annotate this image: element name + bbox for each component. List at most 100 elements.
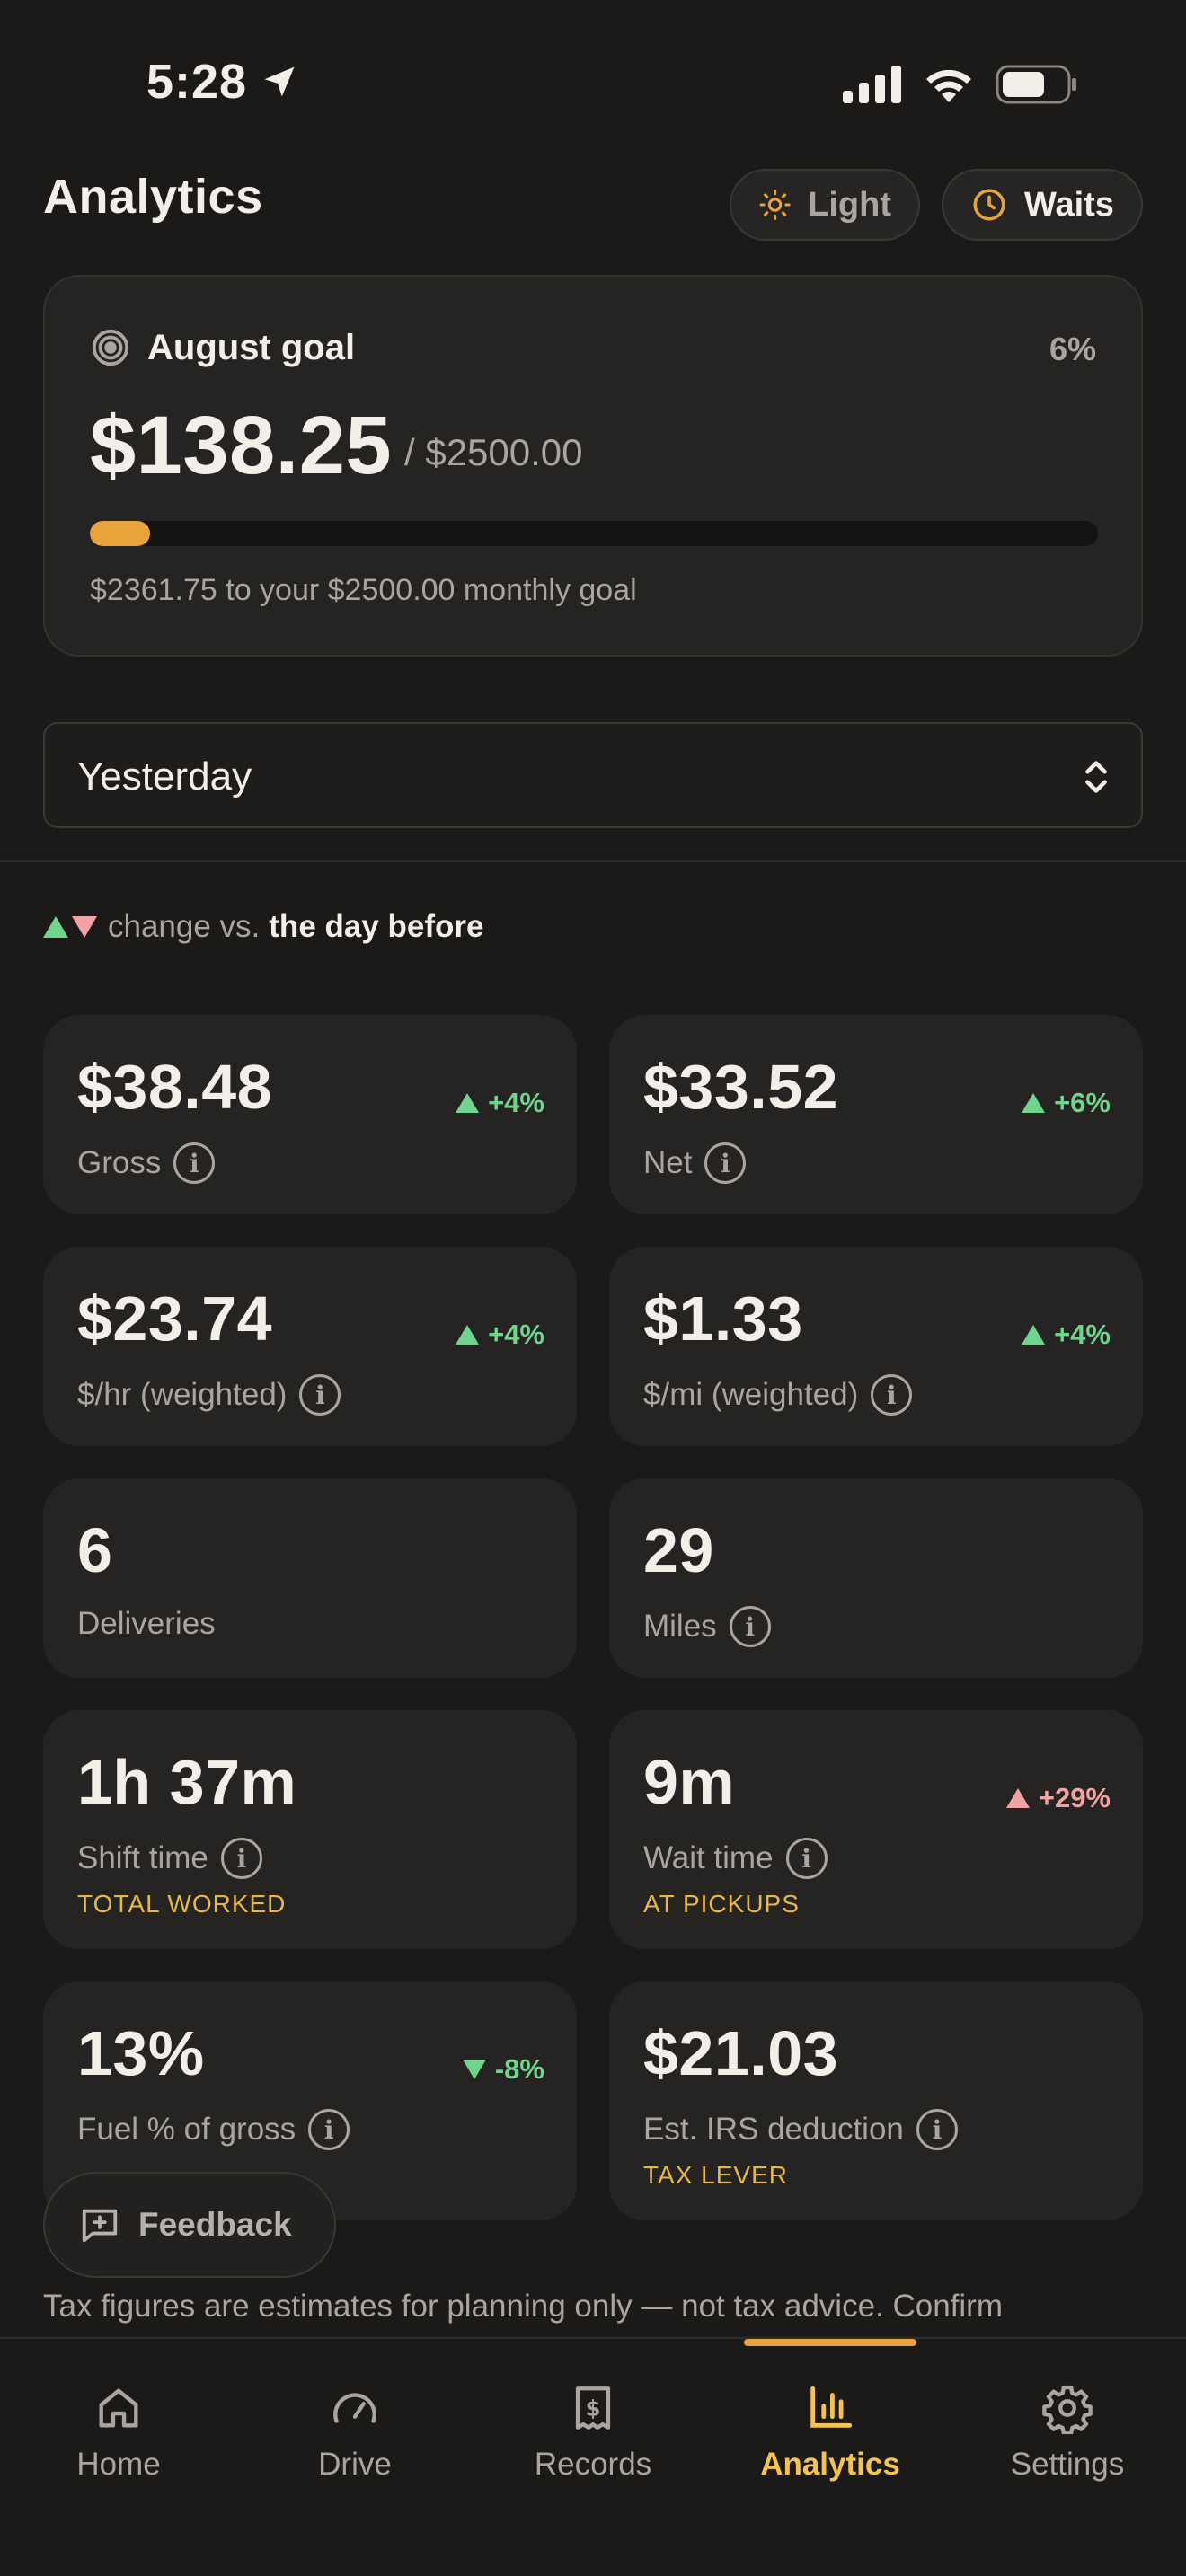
battery-icon	[996, 65, 1076, 104]
up-triangle-icon	[456, 1325, 480, 1345]
light-mode-button[interactable]: Light	[730, 169, 920, 241]
stat-label: Miles i	[643, 1606, 771, 1647]
stat-delta: +6%	[1022, 1087, 1111, 1119]
up-triangle-icon	[1005, 1788, 1030, 1808]
feedback-button[interactable]: Feedback	[43, 2172, 336, 2278]
goal-percent: 6%	[1049, 331, 1096, 367]
goal-title: August goal	[147, 327, 356, 367]
stat-value: $33.52	[643, 1052, 839, 1122]
bar-chart-icon	[810, 2386, 853, 2428]
target-icon	[92, 329, 129, 366]
wifi-icon	[926, 69, 971, 102]
page-title: Analytics	[43, 170, 263, 224]
nav-records-label: Records	[534, 2447, 652, 2482]
stat-delta: +29%	[1005, 1782, 1111, 1814]
feedback-message-plus-icon	[82, 2209, 118, 2243]
receipt-icon: $	[575, 2386, 611, 2430]
status-time: 5:28	[146, 54, 299, 110]
info-icon[interactable]: i	[308, 2109, 350, 2150]
stat-card-irs-deduction[interactable]: $21.03 Est. IRS deduction i TAX LEVER	[609, 1981, 1143, 2220]
stat-label: Est. IRS deduction i	[643, 2109, 958, 2150]
goal-card[interactable]: August goal 6% $138.25 / $2500.00 $2361.…	[43, 275, 1143, 657]
legend-comparison: the day before	[269, 909, 484, 944]
clock-icon	[973, 189, 1005, 221]
stat-sublabel: TAX LEVER	[643, 2161, 788, 2189]
active-tab-indicator	[744, 2339, 916, 2346]
info-icon[interactable]: i	[916, 2109, 958, 2150]
stat-card-per-hour[interactable]: $23.74 +4% $/hr (weighted) i	[43, 1247, 577, 1446]
period-selected-value: Yesterday	[77, 754, 252, 798]
svg-text:$: $	[586, 2395, 601, 2421]
tax-disclaimer: Tax figures are estimates for planning o…	[43, 2289, 1003, 2324]
stat-sublabel: TOTAL WORKED	[77, 1890, 287, 1918]
goal-progress-fill	[90, 521, 151, 546]
nav-settings-label: Settings	[1010, 2447, 1125, 2482]
status-time-text: 5:28	[146, 55, 248, 109]
up-triangle-icon	[456, 1093, 480, 1113]
nav-home[interactable]: Home	[11, 2382, 226, 2483]
stat-label-text: Miles	[643, 1609, 717, 1644]
stat-card-miles[interactable]: 29 Miles i	[609, 1478, 1143, 1678]
info-icon[interactable]: i	[871, 1374, 913, 1416]
feedback-label: Feedback	[138, 2206, 292, 2243]
waits-button[interactable]: Waits	[942, 169, 1143, 241]
stat-delta-text: +4%	[488, 1087, 544, 1118]
stat-delta: +4%	[456, 1319, 544, 1351]
goal-total: / $2500.00	[404, 431, 583, 473]
up-triangle-icon	[1022, 1325, 1046, 1345]
legend-prefix: change vs.	[108, 909, 261, 944]
stat-label-text: Wait time	[643, 1840, 774, 1875]
stat-label-text: $/mi (weighted)	[643, 1377, 859, 1412]
goal-progress-track	[90, 521, 1098, 546]
stat-card-gross[interactable]: $38.48 +4% Gross i	[43, 1015, 577, 1214]
gear-icon	[1042, 2385, 1093, 2434]
stat-value: 29	[643, 1515, 714, 1585]
period-select[interactable]: Yesterday	[43, 722, 1143, 828]
stat-card-deliveries[interactable]: 6 Deliveries	[43, 1478, 577, 1678]
down-triangle-icon	[462, 2060, 486, 2079]
divider	[0, 860, 1186, 862]
stat-card-per-mile[interactable]: $1.33 +4% $/mi (weighted) i	[609, 1247, 1143, 1446]
bottom-nav: Home Drive $ Records Analytics Settings	[0, 2337, 1186, 2576]
cellular-signal-icon	[843, 66, 901, 103]
stat-sublabel: AT PICKUPS	[643, 1890, 800, 1918]
stat-delta: +4%	[1022, 1319, 1111, 1351]
stat-label: Fuel % of gross i	[77, 2109, 350, 2150]
stat-value: $23.74	[77, 1284, 273, 1354]
nav-drive[interactable]: Drive	[247, 2382, 463, 2483]
stat-label-text: Gross	[77, 1145, 162, 1180]
stat-label-text: Deliveries	[77, 1606, 216, 1641]
nav-home-label: Home	[76, 2447, 161, 2482]
info-icon[interactable]: i	[704, 1142, 747, 1184]
up-triangle-icon	[1022, 1093, 1046, 1113]
home-icon	[99, 2388, 138, 2428]
stat-label-text: $/hr (weighted)	[77, 1377, 288, 1412]
info-icon[interactable]: i	[173, 1142, 216, 1184]
stat-card-net[interactable]: $33.52 +6% Net i	[609, 1015, 1143, 1214]
up-down-triangles-icon	[43, 916, 97, 938]
info-icon[interactable]: i	[299, 1374, 341, 1416]
stat-value: $38.48	[77, 1052, 273, 1122]
nav-settings[interactable]: Settings	[960, 2382, 1175, 2483]
stat-card-shift-time[interactable]: 1h 37m Shift time i TOTAL WORKED	[43, 1710, 577, 1949]
chevron-up-down-icon	[1085, 761, 1107, 793]
stat-delta-text: +4%	[1054, 1319, 1111, 1350]
stat-delta: -8%	[462, 2053, 544, 2086]
nav-analytics[interactable]: Analytics	[722, 2382, 938, 2483]
location-arrow-icon	[264, 66, 295, 97]
info-icon[interactable]: i	[785, 1838, 828, 1879]
stat-delta-text: +6%	[1054, 1087, 1111, 1118]
stat-label: Net i	[643, 1142, 747, 1184]
stat-value: 1h 37m	[77, 1747, 297, 1817]
stat-label: Deliveries	[77, 1606, 216, 1642]
speedometer-icon	[333, 2393, 376, 2423]
nav-records[interactable]: $ Records	[485, 2382, 701, 2483]
info-icon[interactable]: i	[220, 1838, 262, 1879]
stat-label: $/mi (weighted) i	[643, 1374, 913, 1416]
stat-label-text: Net	[643, 1145, 693, 1180]
stat-label: Shift time i	[77, 1838, 262, 1879]
info-icon[interactable]: i	[729, 1606, 771, 1647]
stat-label-text: Fuel % of gross	[77, 2112, 296, 2147]
goal-amount: $138.25	[90, 400, 393, 491]
stat-card-wait-time[interactable]: 9m +29% Wait time i AT PICKUPS	[609, 1710, 1143, 1949]
